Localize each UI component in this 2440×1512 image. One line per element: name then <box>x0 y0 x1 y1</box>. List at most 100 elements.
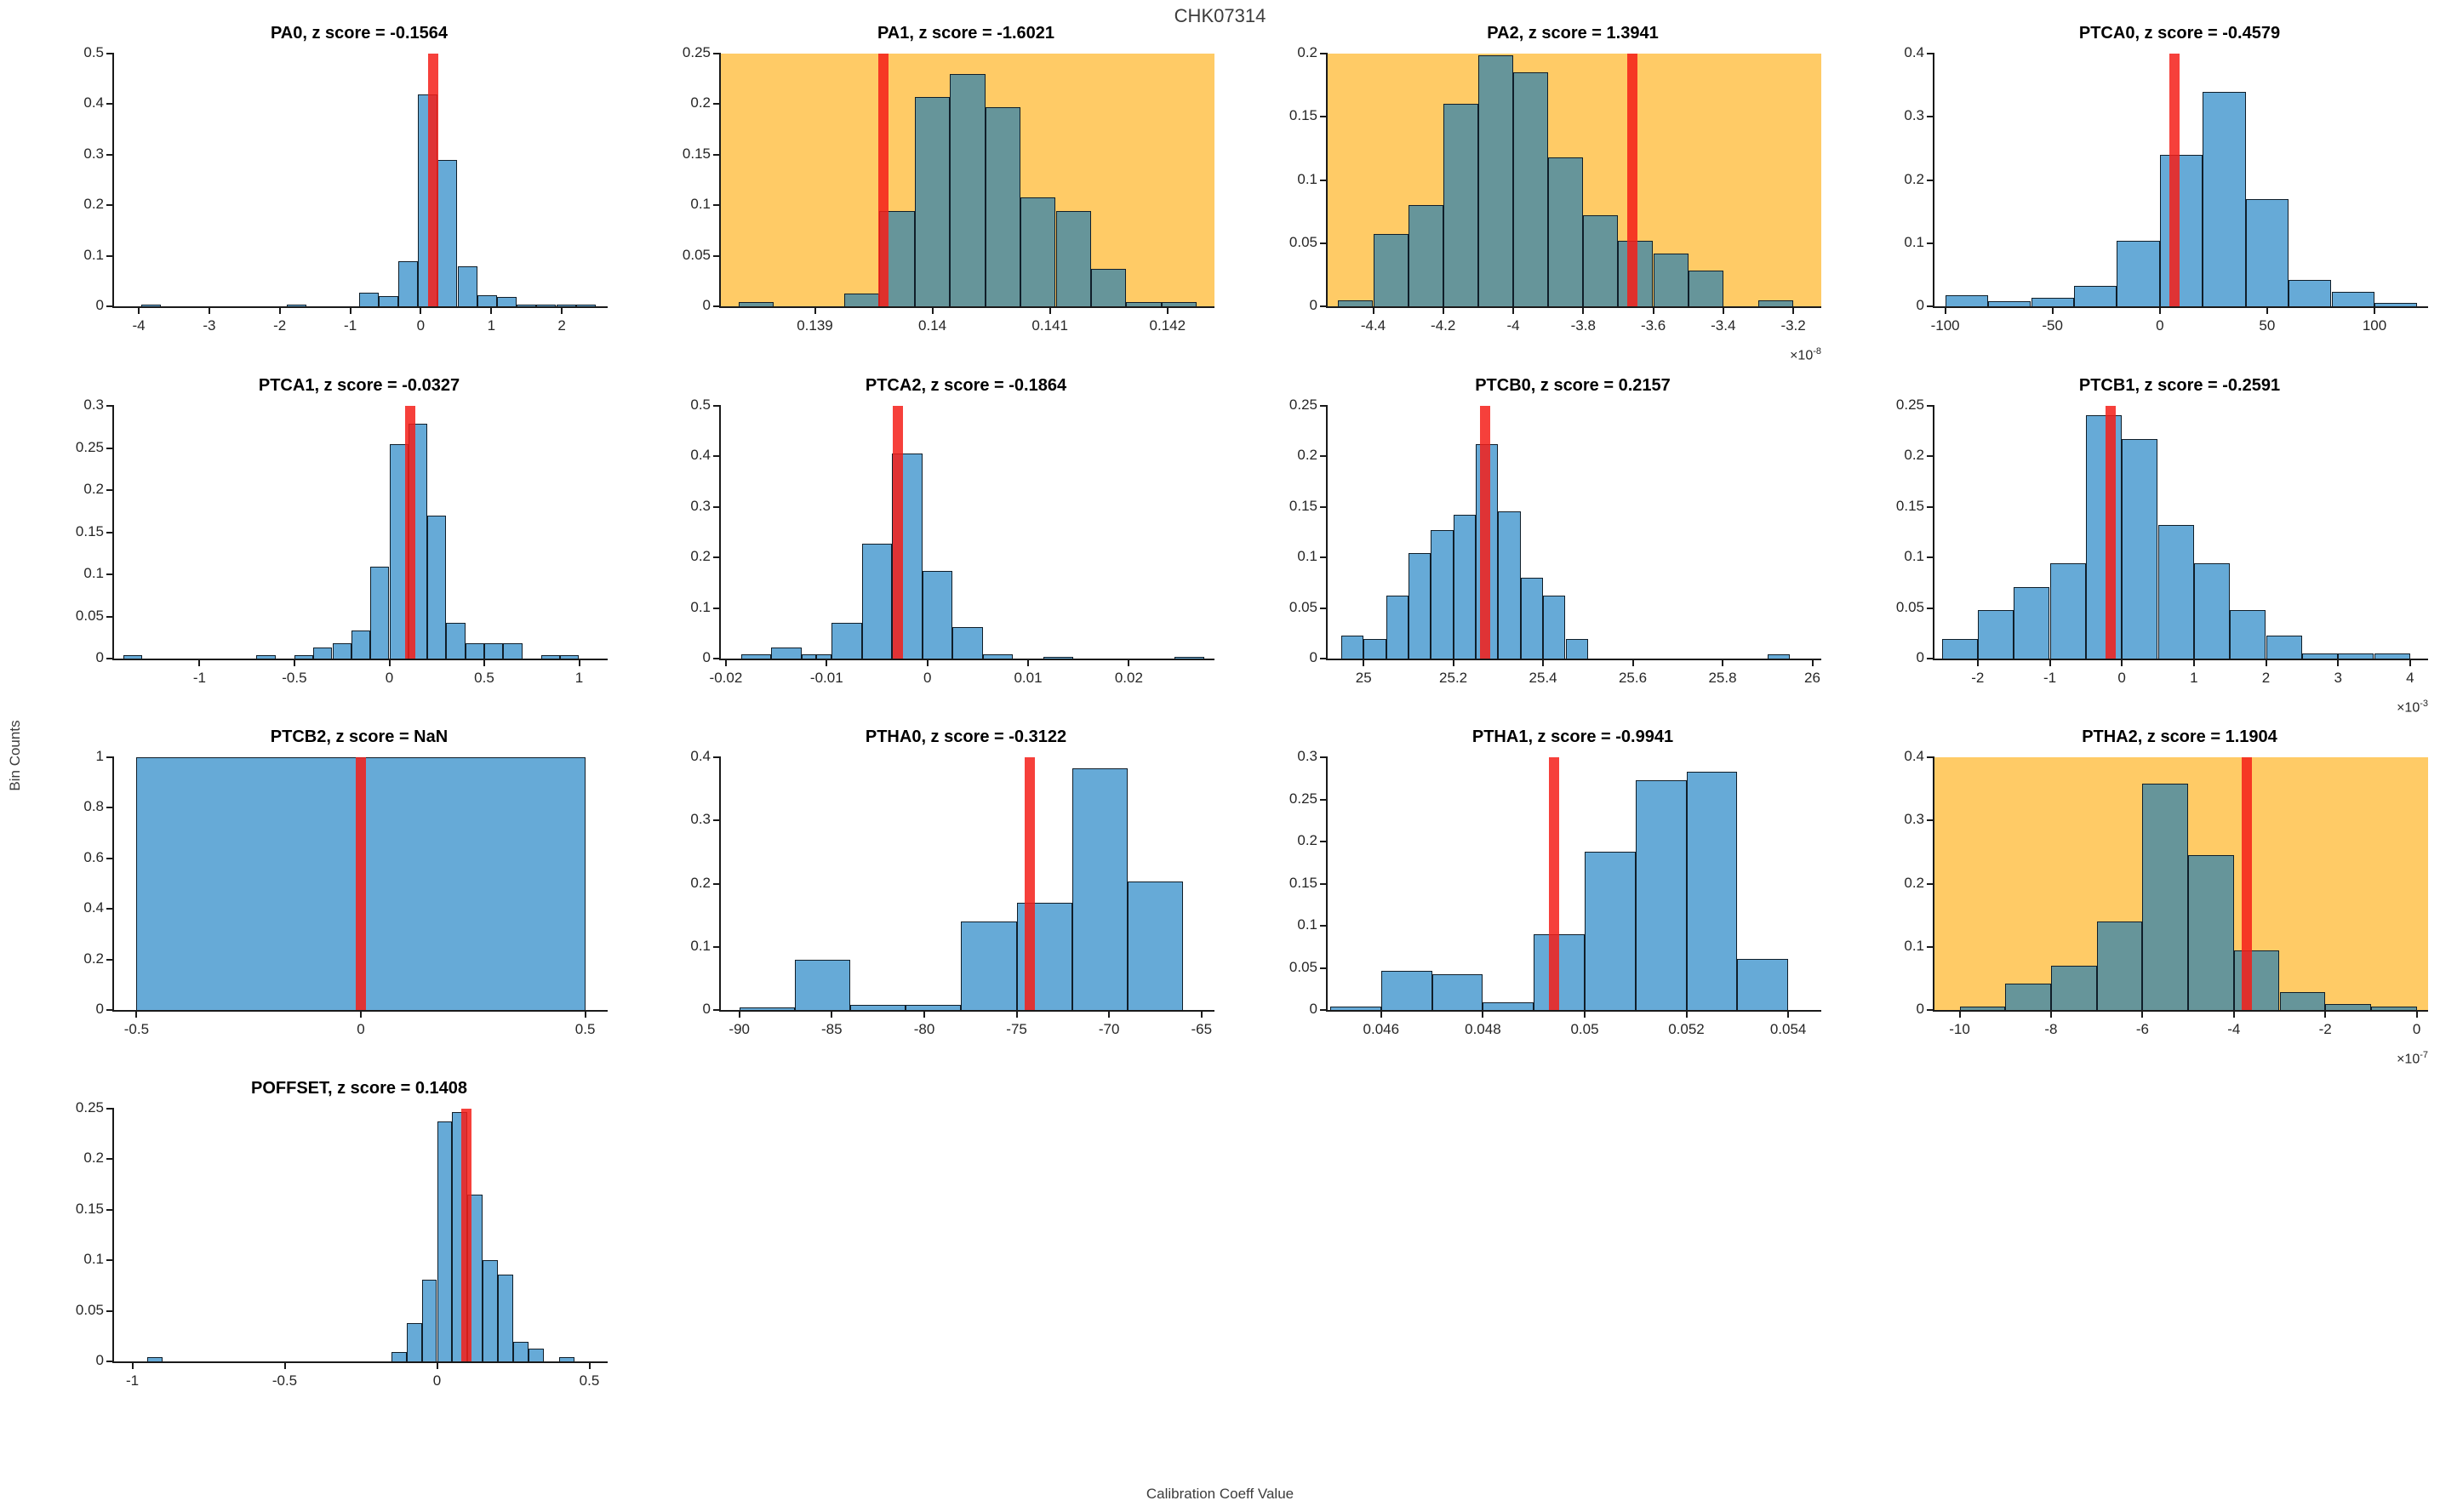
y-tick <box>106 531 114 533</box>
y-tick-label: 0.25 <box>1289 397 1317 413</box>
histogram-bar <box>484 643 504 659</box>
histogram-bar <box>556 304 576 306</box>
histogram-bar <box>1548 157 1584 306</box>
subplot-title: PTCB2, z score = NaN <box>270 727 449 746</box>
y-tick <box>1927 405 1934 407</box>
y-tick-label: 0.15 <box>1895 497 1924 514</box>
x-tick-label: -4 <box>2227 1021 2241 1037</box>
y-tick <box>1927 945 1934 948</box>
y-tick-label: 0.5 <box>83 44 104 60</box>
y-tick-label: 0.2 <box>690 548 711 565</box>
y-tick-label: 0 <box>1309 297 1317 313</box>
histogram-bar <box>2193 563 2231 659</box>
histogram-bar <box>1737 958 1789 1010</box>
y-tick-label: 0.05 <box>75 607 104 624</box>
histogram-bar <box>2374 303 2418 306</box>
x-tick-label: 25.2 <box>1439 670 1468 686</box>
histogram-bar <box>739 1007 795 1010</box>
x-tick-label: -10 <box>1949 1021 1970 1037</box>
x-tick-label: -90 <box>729 1021 750 1037</box>
x-tick-label: 0.052 <box>1668 1021 1705 1037</box>
z-score-line <box>2241 757 2252 1010</box>
x-tick-label: -3 <box>203 317 216 334</box>
histogram-bar <box>801 654 817 659</box>
y-tick-label: 0.05 <box>1289 958 1317 975</box>
y-tick <box>106 807 114 809</box>
histogram-bar <box>2266 635 2302 659</box>
x-tick-label: 0.142 <box>1149 317 1186 334</box>
x-tick <box>1049 306 1051 314</box>
y-tick-label: 0.25 <box>682 44 711 60</box>
histogram-bar <box>1055 211 1091 306</box>
histogram-bar <box>2049 563 2086 659</box>
x-tick <box>1631 659 1634 666</box>
histogram-bar <box>2325 1004 2371 1010</box>
histogram-bar <box>1408 553 1431 659</box>
y-tick-label: 0.5 <box>690 397 711 413</box>
histogram-bar <box>2142 784 2189 1010</box>
histogram-bar <box>1161 302 1197 306</box>
histogram-bar <box>1959 1007 2006 1010</box>
axis-exponent-label: ×10-7 <box>2397 1050 2428 1067</box>
x-tick-label: -80 <box>913 1021 935 1037</box>
y-tick <box>106 405 114 407</box>
z-score-line <box>877 54 889 306</box>
histogram-bar <box>738 302 774 306</box>
y-tick <box>106 305 114 307</box>
histogram-bar <box>1091 269 1127 306</box>
x-tick <box>926 659 929 666</box>
x-tick <box>2192 659 2195 666</box>
histogram-bar <box>2005 983 2051 1010</box>
x-tick-label: 0.01 <box>1014 670 1043 686</box>
y-tick <box>713 254 721 257</box>
x-tick-label: -3.8 <box>1570 317 1596 334</box>
x-tick <box>2049 1010 2052 1018</box>
x-tick <box>826 659 828 666</box>
y-tick <box>106 1309 114 1312</box>
subplot-title: POFFSET, z score = 0.1408 <box>250 1079 467 1098</box>
histogram-bar <box>1565 639 1588 659</box>
y-tick <box>106 447 114 449</box>
histogram-bar <box>1330 1007 1381 1010</box>
x-tick-label: 0.14 <box>918 317 947 334</box>
y-tick-label: 1 <box>95 748 104 764</box>
x-tick-label: -65 <box>1191 1021 1213 1037</box>
x-tick <box>1380 1010 1382 1018</box>
x-tick <box>1128 659 1130 666</box>
subplot-title: PTCA0, z score = -0.4579 <box>2078 24 2281 43</box>
histogram-bar <box>378 296 398 306</box>
x-tick <box>1652 306 1654 314</box>
x-tick-label: -3.4 <box>1711 317 1736 334</box>
y-tick-label: 0.2 <box>1904 874 1924 891</box>
y-tick-label: 0.1 <box>1297 170 1317 187</box>
x-tick-label: -6 <box>2135 1021 2149 1037</box>
y-tick-label: 0.3 <box>83 397 104 413</box>
histogram-bar <box>287 304 307 306</box>
x-tick <box>931 306 934 314</box>
y-tick-label: 0.15 <box>75 1200 104 1217</box>
histogram-bar <box>1363 639 1386 659</box>
x-tick <box>483 659 485 666</box>
x-tick-label: -2 <box>2318 1021 2332 1037</box>
y-tick-label: 0 <box>95 297 104 313</box>
x-tick <box>1015 1010 1018 1018</box>
x-tick-label: -1 <box>125 1372 140 1389</box>
x-tick <box>1542 659 1545 666</box>
histogram-bar <box>2085 414 2123 659</box>
z-score-line <box>2106 406 2117 659</box>
y-tick-label: 0.4 <box>83 94 104 111</box>
histogram-bar <box>1635 779 1687 1010</box>
plot-area: 0 0.05 0.1 0.15 0.2 0.25 0.3 -1 -0.5 0 0.5 1 <box>76 397 608 686</box>
histogram-bar <box>498 1274 513 1361</box>
x-tick-label: 1 <box>574 670 584 686</box>
x-tick <box>1722 659 1723 666</box>
y-tick-label: 0 <box>95 1352 104 1368</box>
y-tick <box>106 1108 114 1110</box>
histogram-bar <box>2122 439 2158 659</box>
y-tick-label: 0.05 <box>75 1301 104 1318</box>
histogram-bar <box>503 643 523 659</box>
x-tick-label: -100 <box>1930 317 1960 334</box>
z-score-line <box>1626 54 1637 306</box>
histogram-bar <box>2370 1007 2417 1010</box>
